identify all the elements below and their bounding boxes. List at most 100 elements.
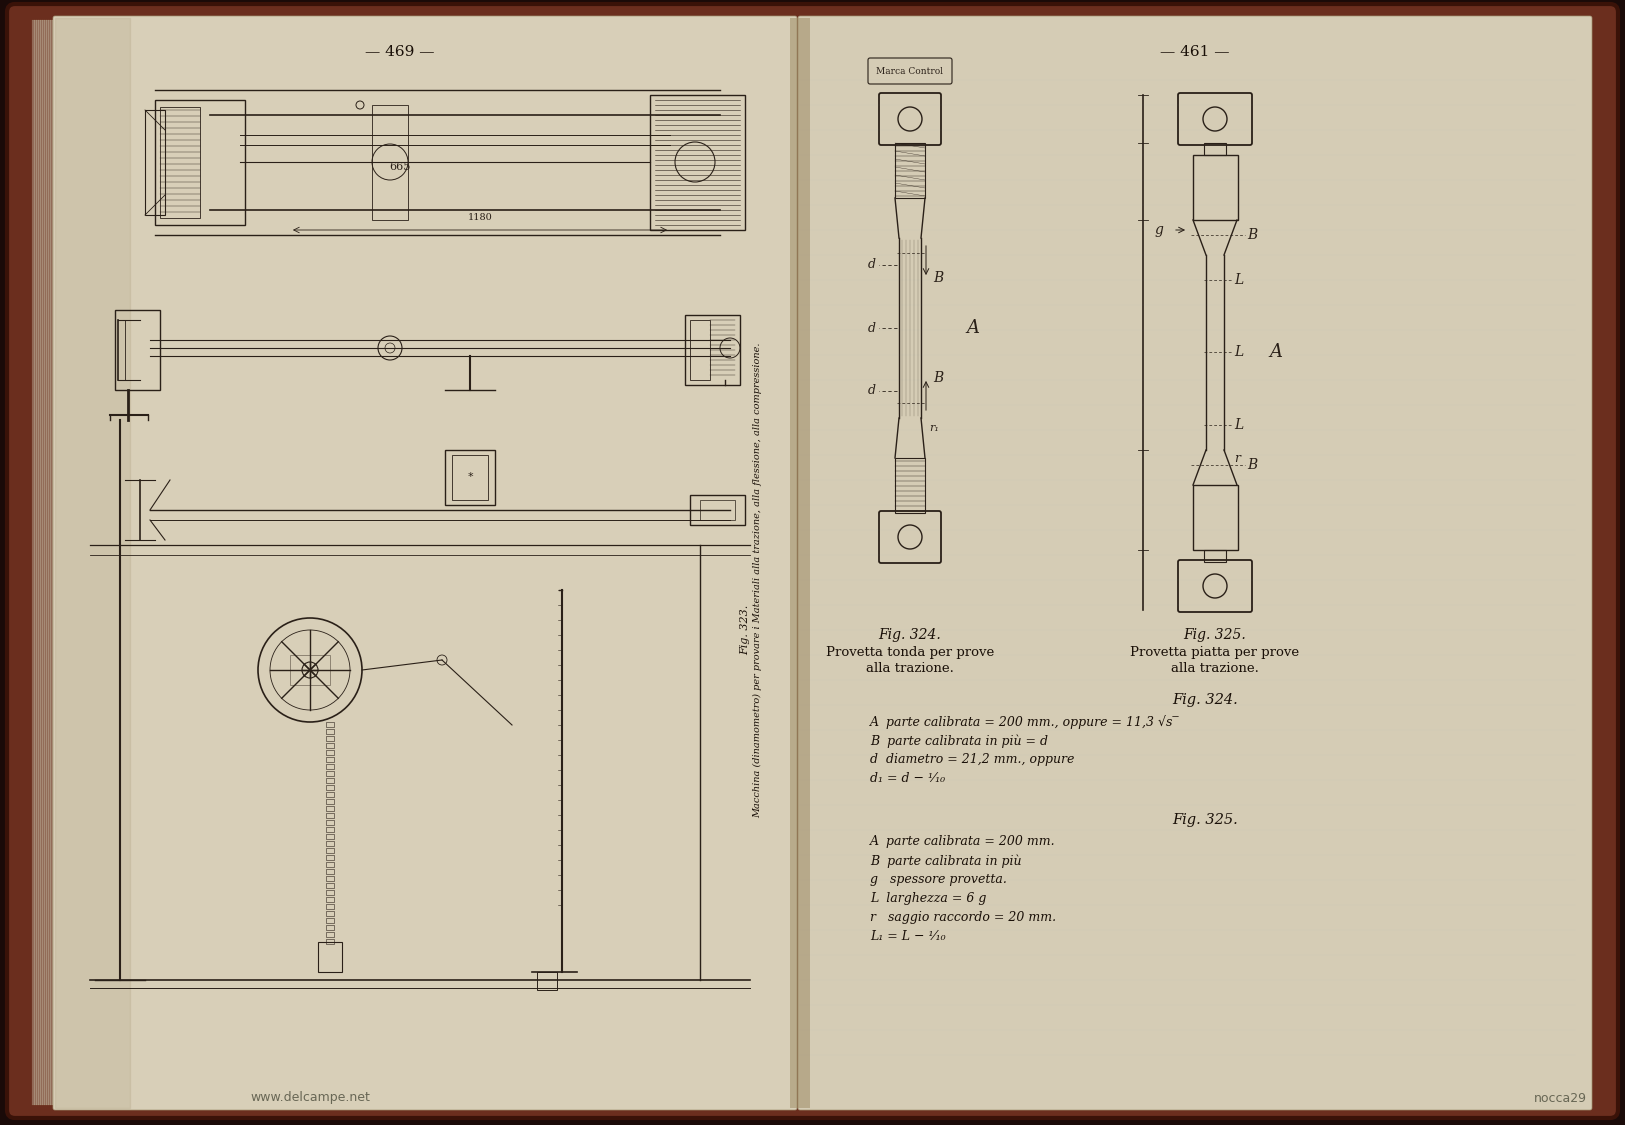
Text: d  diametro = 21,2 mm., oppure: d diametro = 21,2 mm., oppure <box>869 753 1074 766</box>
Bar <box>115 310 159 390</box>
Bar <box>1508 20 1511 1105</box>
Text: d: d <box>868 322 876 334</box>
Text: 665: 665 <box>390 162 411 172</box>
Text: www.delcampe.net: www.delcampe.net <box>250 1091 370 1105</box>
Bar <box>895 143 925 198</box>
Text: L: L <box>1233 345 1243 359</box>
Bar <box>1544 20 1547 1105</box>
Bar <box>327 806 335 811</box>
Bar <box>1502 20 1505 1105</box>
Bar <box>41 20 42 1105</box>
Bar <box>1498 20 1502 1105</box>
Bar <box>327 897 335 902</box>
Bar <box>327 750 335 755</box>
Text: r: r <box>1233 451 1240 465</box>
Bar <box>1519 20 1523 1105</box>
Text: Macchina (dinamometro) per provare i Materiali alla trazione, alla flessione, al: Macchina (dinamometro) per provare i Mat… <box>754 342 762 818</box>
Text: L: L <box>1233 418 1243 432</box>
Bar <box>34 20 37 1105</box>
Bar <box>1505 20 1506 1105</box>
Text: g   spessore provetta.: g spessore provetta. <box>869 873 1008 886</box>
Bar <box>691 495 744 525</box>
Bar <box>1550 20 1554 1105</box>
Bar <box>1526 20 1529 1105</box>
FancyBboxPatch shape <box>798 16 1592 1110</box>
Bar <box>327 820 335 825</box>
Bar <box>1545 20 1549 1105</box>
Bar <box>372 105 408 220</box>
Bar <box>42 20 46 1105</box>
Text: g: g <box>1154 223 1164 237</box>
Bar <box>327 876 335 881</box>
Bar <box>1204 550 1225 562</box>
Text: alla trazione.: alla trazione. <box>1172 662 1259 675</box>
Bar <box>895 458 925 513</box>
Bar <box>1500 20 1503 1105</box>
Bar <box>327 939 335 944</box>
Bar <box>1524 20 1528 1105</box>
Text: B: B <box>933 371 942 385</box>
Bar <box>686 315 739 385</box>
Bar <box>327 862 335 867</box>
Bar <box>44 20 47 1105</box>
Text: *: * <box>468 472 473 482</box>
Bar <box>46 20 49 1105</box>
Text: alla trazione.: alla trazione. <box>866 662 954 675</box>
Bar <box>327 778 335 783</box>
Text: Fig. 325.: Fig. 325. <box>1172 813 1238 827</box>
Bar <box>327 771 335 776</box>
Text: Fig. 324.: Fig. 324. <box>879 628 941 642</box>
Bar <box>36 20 39 1105</box>
Text: d: d <box>868 259 876 271</box>
Bar <box>327 911 335 916</box>
Bar <box>1531 20 1532 1105</box>
Bar <box>327 868 335 874</box>
Text: Provetta piatta per prove: Provetta piatta per prove <box>1131 646 1300 659</box>
Bar <box>1193 155 1238 220</box>
Bar <box>1532 20 1536 1105</box>
Text: A: A <box>1269 343 1282 361</box>
Bar <box>327 785 335 790</box>
Bar <box>327 890 335 896</box>
Bar <box>327 842 335 846</box>
Bar <box>1537 20 1540 1105</box>
Text: nocca29: nocca29 <box>1534 1091 1586 1105</box>
Bar <box>1492 20 1495 1105</box>
Text: Fig. 323.: Fig. 323. <box>739 605 751 655</box>
Text: Fig. 325.: Fig. 325. <box>1183 628 1246 642</box>
Bar <box>145 110 166 215</box>
Bar <box>289 655 330 685</box>
Text: B  parte calibrata in più: B parte calibrata in più <box>869 854 1022 867</box>
Bar <box>790 18 809 1108</box>
Text: d₁ = d − ¹⁄₁₀: d₁ = d − ¹⁄₁₀ <box>869 772 946 785</box>
Bar <box>327 764 335 770</box>
Text: d: d <box>868 385 876 397</box>
FancyBboxPatch shape <box>6 4 1618 1118</box>
Bar <box>700 500 734 520</box>
Bar <box>1511 20 1514 1105</box>
Bar <box>1510 20 1513 1105</box>
Text: A  parte calibrata = 200 mm., oppure = 11,3 √s‾: A parte calibrata = 200 mm., oppure = 11… <box>869 716 1180 729</box>
Bar <box>327 722 335 727</box>
Bar <box>327 918 335 922</box>
Bar <box>452 455 488 500</box>
Bar <box>327 925 335 930</box>
Bar <box>52 20 55 1105</box>
Bar <box>1528 20 1531 1105</box>
Bar <box>318 942 341 972</box>
Bar <box>327 848 335 853</box>
Bar <box>327 827 335 832</box>
Text: L: L <box>1233 273 1243 287</box>
Bar <box>650 94 744 229</box>
Bar <box>1536 20 1539 1105</box>
Bar <box>50 20 54 1105</box>
Bar <box>1534 20 1537 1105</box>
Text: B: B <box>933 271 942 285</box>
Bar <box>60 20 63 1105</box>
Text: Provetta tonda per prove: Provetta tonda per prove <box>826 646 994 659</box>
Text: L  larghezza = 6 g: L larghezza = 6 g <box>869 892 986 904</box>
Bar <box>327 813 335 818</box>
Bar <box>327 904 335 909</box>
Bar <box>327 729 335 734</box>
Bar <box>327 736 335 741</box>
